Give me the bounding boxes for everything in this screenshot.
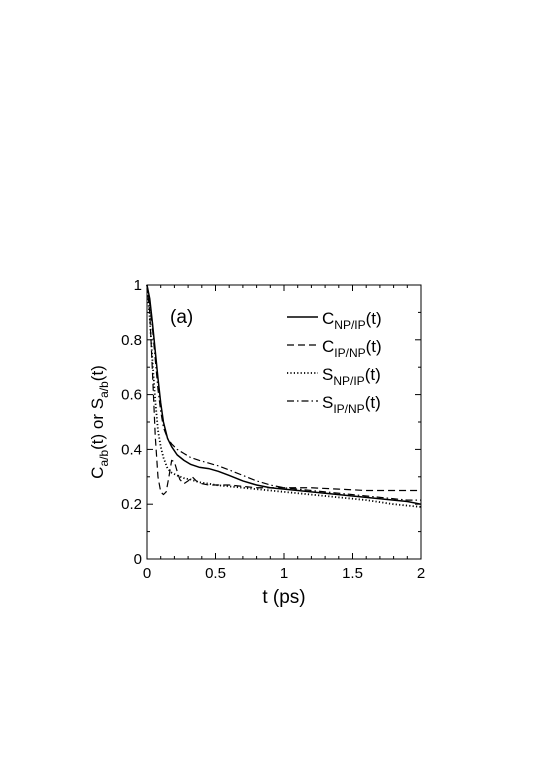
series-lines xyxy=(146,284,422,508)
x-tick-label: 1.5 xyxy=(342,565,363,582)
y-axis-label: Ca/b​(t) or Sa/b​(t) xyxy=(88,365,111,479)
x-tick-label: 0.5 xyxy=(205,565,226,582)
y-tick-label: 0 xyxy=(134,551,142,568)
legend-label: CIP/NP(t) xyxy=(322,337,382,360)
x-tick-label: 0 xyxy=(143,565,151,582)
legend-label: CNP/IP(t) xyxy=(322,309,382,332)
legend-label: SNP/IP(t) xyxy=(322,365,381,388)
series-line xyxy=(146,284,422,508)
y-tick-label: 0.2 xyxy=(121,496,142,513)
legend-label: SIP/NP(t) xyxy=(322,393,381,416)
series-line xyxy=(146,284,421,496)
x-tick-label: 2 xyxy=(417,565,425,582)
x-tick-label: 1 xyxy=(280,565,288,582)
y-tick-label: 0.8 xyxy=(121,332,142,349)
y-tick-label: 0.4 xyxy=(121,441,142,458)
legend: CNP/IP(t) CIP/NP(t) SNP/IP(t) SIP/NP(t) xyxy=(287,309,382,416)
y-tick-label: 1 xyxy=(134,277,142,294)
y-tick-label: 0.6 xyxy=(121,387,142,404)
series-line xyxy=(146,284,421,501)
panel-label: (a) xyxy=(170,307,193,328)
x-axis-label: t (ps) xyxy=(262,587,305,608)
tick-labels: 0 0.5 1 1.5 2 0 0.2 0.4 0.6 0.8 1 xyxy=(121,277,425,582)
series-line xyxy=(146,284,422,505)
